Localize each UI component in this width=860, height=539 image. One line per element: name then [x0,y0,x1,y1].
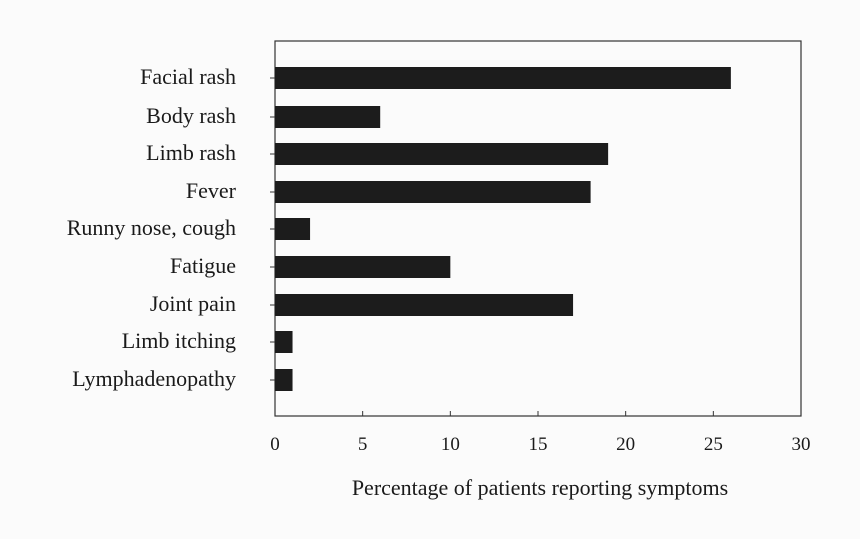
bar-limb-rash [275,143,609,165]
bar-runny-nose-cough [275,218,311,240]
x-tick-label: 20 [616,434,635,455]
bar-fever [275,181,591,203]
bar-body-rash [275,106,381,128]
x-tick-label: 5 [358,434,368,455]
y-tick-marks [270,77,275,381]
bar-lymphadenopathy [275,369,293,391]
category-label: Fatigue [170,253,236,278]
bar-joint-pain [275,294,574,316]
category-label: Body rash [146,103,236,128]
category-label: Lymphadenopathy [72,366,236,391]
x-tick-label: 10 [441,434,460,455]
x-tick-label: 0 [270,434,280,455]
category-labels: Facial rash Body rash Limb rash Fever Runny … [67,64,237,391]
x-tick-label: 15 [529,434,548,455]
bar-facial-rash [275,67,731,89]
x-tick-label: 25 [704,434,723,455]
category-label: Runny nose, cough [67,215,236,240]
x-tick-label: 30 [792,434,811,455]
category-label: Joint pain [150,291,236,316]
category-label: Facial rash [140,64,236,89]
category-label: Limb itching [122,328,236,353]
bar-limb-itching [275,331,293,353]
category-label: Fever [186,178,237,203]
x-ticks: 0 5 10 15 20 25 30 [270,411,811,455]
bars-group [275,67,731,391]
plot-frame [274,40,802,417]
category-label: Limb rash [146,140,236,165]
bar-fatigue [275,256,451,278]
x-axis-title: Percentage of patients reporting symptom… [352,475,728,500]
